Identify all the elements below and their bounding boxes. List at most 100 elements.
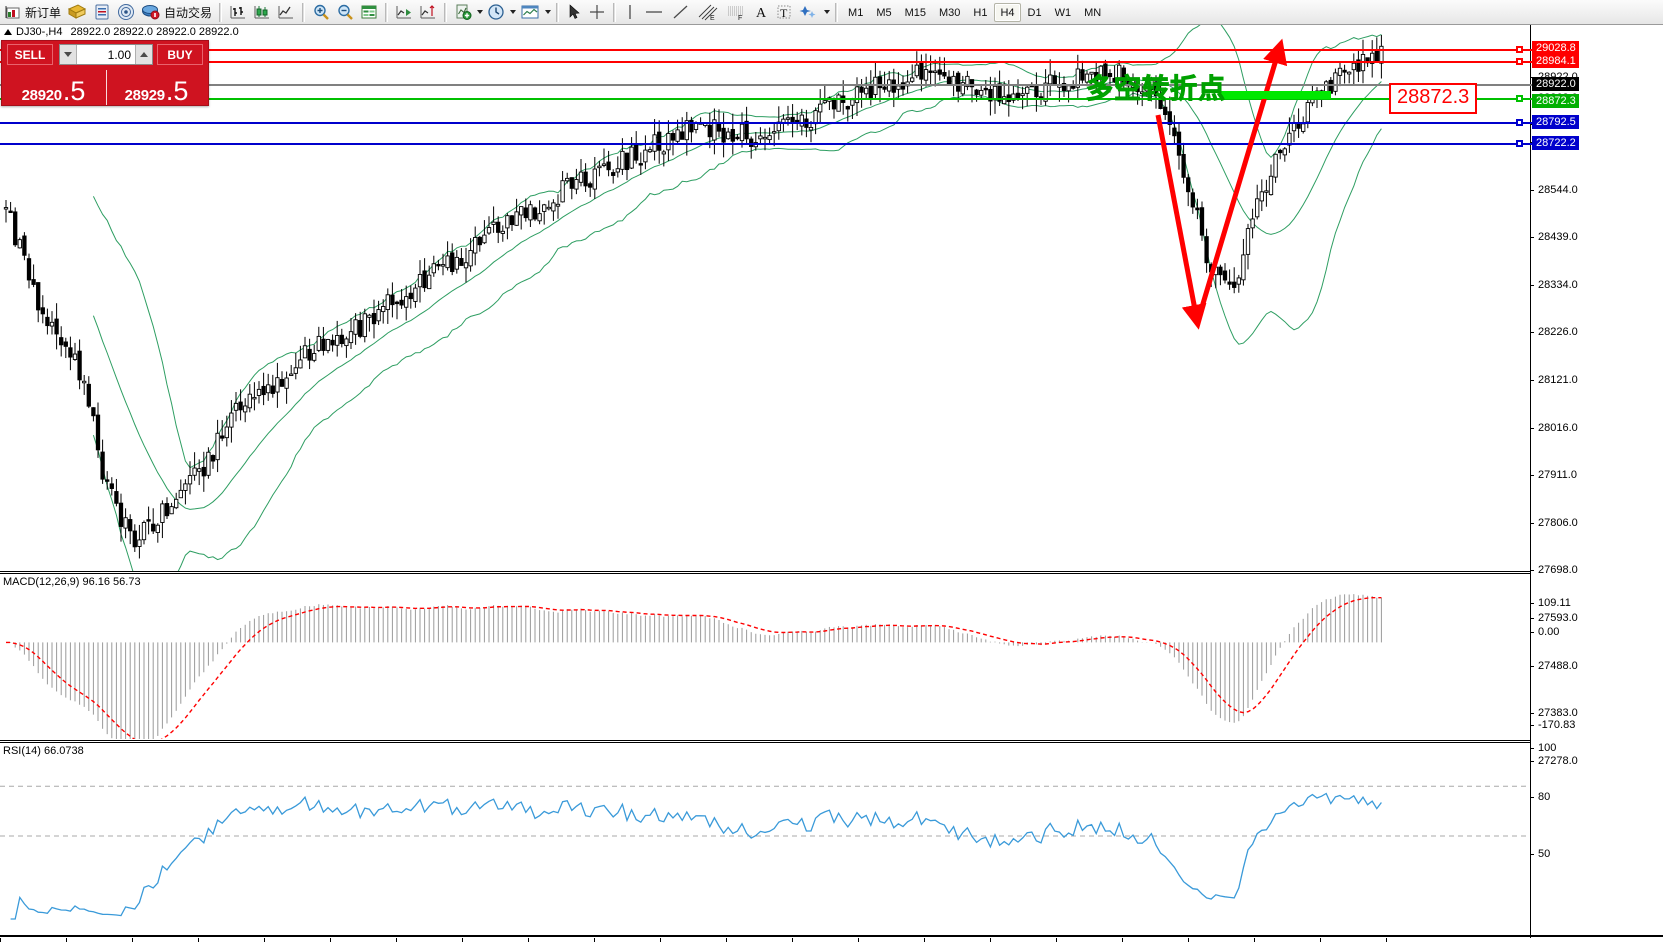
chart-region[interactable]: MACD(12,26,9) 96.16 56.73 RSI(14) 66.073… <box>0 25 1663 943</box>
add-indicator-button[interactable] <box>451 1 475 24</box>
rsi-tick-label: 100 <box>1538 742 1557 754</box>
timeframe-button-d1[interactable]: D1 <box>1027 6 1042 19</box>
candle-body <box>1287 132 1292 146</box>
macd-tick-label: 109.11 <box>1538 597 1571 609</box>
one-click-divider <box>106 70 107 105</box>
timeframe-button-m5[interactable]: M5 <box>876 6 892 19</box>
candle-body <box>877 76 883 89</box>
timeframe-button-m15[interactable]: M15 <box>904 6 926 19</box>
candle-body <box>284 377 289 389</box>
text-button[interactable]: A <box>750 1 772 24</box>
candle-body <box>514 211 519 226</box>
candle-body <box>703 122 708 126</box>
price-scale[interactable]: 28967.0 28922.0 28862.0 28754.0 28649.0 28544… <box>1529 25 1663 943</box>
candle-body <box>1264 190 1269 193</box>
candle-body <box>160 503 165 523</box>
candle-body <box>707 124 712 138</box>
timeframe-button-m30[interactable]: M30 <box>939 6 961 19</box>
signals-button[interactable] <box>114 1 138 24</box>
vertical-line-button[interactable] <box>620 1 640 24</box>
lot-size-value[interactable]: 1.00 <box>107 47 131 62</box>
period-button[interactable] <box>484 1 508 24</box>
wallet-button[interactable] <box>64 1 90 24</box>
period-dropdown[interactable] <box>508 3 517 21</box>
line-chart-button[interactable] <box>274 1 298 24</box>
candle-body <box>123 517 128 529</box>
price-callout-box[interactable]: 28872.3 <box>1389 83 1478 114</box>
candle-body <box>914 64 919 77</box>
candlestick-chart-button[interactable] <box>250 1 274 24</box>
candle-body <box>992 85 998 101</box>
collapse-triangle-icon[interactable] <box>4 29 12 35</box>
candle-body <box>109 483 114 489</box>
time-axis-labels[interactable]: 9 Nov 20192 Dec 20:004 Dec 04:005 Dec 12… <box>0 938 1663 943</box>
crosshair-tool-button[interactable] <box>585 1 609 24</box>
signal-icon <box>118 4 135 20</box>
zoom-in-button[interactable] <box>309 1 333 24</box>
trendline-button[interactable] <box>668 1 694 24</box>
autotrading-button[interactable]: 自动交易 <box>138 1 215 24</box>
shapes-dropdown[interactable] <box>822 3 831 21</box>
svg-text:F: F <box>738 15 742 21</box>
macd-pane[interactable]: MACD(12,26,9) 96.16 56.73 <box>0 574 1530 739</box>
price-tick: 28334.0 <box>1530 279 1578 291</box>
price-tick: 27383.0 <box>1530 707 1578 719</box>
timeframe-button-h4[interactable]: H4 <box>994 2 1021 22</box>
buy-price[interactable]: 28929 .5 <box>105 68 208 106</box>
rsi-pane[interactable]: RSI(14) 66.0738 <box>0 743 1530 935</box>
sell-button[interactable]: SELL <box>7 44 53 65</box>
fibonacci-button[interactable]: F <box>722 1 750 24</box>
candle-body <box>721 127 726 143</box>
one-click-prices-row: 28920 .5 28929 .5 <box>2 68 208 106</box>
lot-size-stepper[interactable]: 1.00 <box>59 44 153 65</box>
market-book-button[interactable] <box>90 1 114 24</box>
price-tick-label: 28439.0 <box>1538 231 1578 243</box>
candle-body <box>910 77 915 82</box>
candle-body <box>114 491 119 504</box>
timeframe-button-w1[interactable]: W1 <box>1054 6 1072 19</box>
candle-body <box>606 161 611 171</box>
candle-body <box>463 262 469 269</box>
buy-button[interactable]: BUY <box>157 44 203 65</box>
auto-scroll-button[interactable] <box>392 1 416 24</box>
templates-dropdown[interactable] <box>543 3 552 21</box>
bar-chart-button[interactable] <box>226 1 250 24</box>
price-chart-pane[interactable] <box>0 25 1530 571</box>
price-tick-label: 28226.0 <box>1538 326 1578 338</box>
green-highlight-bar[interactable] <box>1221 91 1331 99</box>
templates-button[interactable] <box>517 1 543 24</box>
candle-body <box>1356 59 1361 72</box>
candle-body <box>1071 84 1076 89</box>
candle-body <box>1130 80 1136 88</box>
add-indicator-dropdown[interactable] <box>475 3 484 21</box>
tile-windows-button[interactable] <box>357 1 381 24</box>
candle-body <box>197 468 202 472</box>
equidistant-channel-button[interactable]: E <box>694 1 722 24</box>
new-order-button[interactable]: 新订单 <box>2 1 64 24</box>
lot-increase-button[interactable] <box>135 45 152 64</box>
candle-body <box>1144 86 1149 92</box>
zoom-out-button[interactable] <box>333 1 357 24</box>
text-label-button[interactable]: T <box>772 1 796 24</box>
chart-shift-button[interactable] <box>416 1 440 24</box>
candle-body <box>749 138 754 147</box>
timeframe-button-mn[interactable]: MN <box>1084 6 1102 19</box>
timeframe-button-h1[interactable]: H1 <box>973 6 988 19</box>
candle-body <box>827 97 832 102</box>
lot-decrease-button[interactable] <box>60 45 77 64</box>
macd-signal-line <box>5 597 1382 739</box>
cursor-tool-button[interactable] <box>563 1 585 24</box>
one-click-trading-panel[interactable]: SELL 1.00 BUY 28920 .5 28929 .5 <box>1 40 209 106</box>
shapes-button[interactable] <box>796 1 822 24</box>
candle-body <box>376 309 381 322</box>
candle-body <box>739 123 745 142</box>
candle-body <box>652 134 657 152</box>
timeframe-button-m1[interactable]: M1 <box>848 6 864 19</box>
sell-price[interactable]: 28920 .5 <box>2 68 105 106</box>
candle-body <box>192 467 197 476</box>
horizontal-line-button[interactable] <box>640 1 668 24</box>
turning-point-annotation[interactable]: 多空转折点 <box>1086 74 1226 106</box>
candle-body <box>988 88 993 102</box>
price-tick-label: 28967.0 <box>1538 56 1578 68</box>
autotrading-label: 自动交易 <box>164 5 213 20</box>
